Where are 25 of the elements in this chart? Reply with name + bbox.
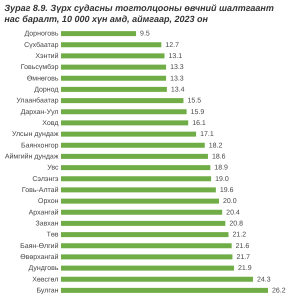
bar [61,53,164,58]
bar [61,176,212,182]
bar [61,109,187,114]
bar [61,31,136,36]
bar [61,198,220,204]
bar [61,266,234,271]
bar [61,232,228,238]
bar [61,42,162,48]
bar [61,98,184,104]
bar [61,288,268,293]
bar [61,76,166,81]
bar [61,64,166,70]
bar [61,142,205,148]
bar [61,210,222,215]
bar [61,154,208,159]
bar [61,254,232,260]
bar [61,132,196,137]
bar [61,86,167,92]
bar [61,276,253,282]
bar [61,243,232,248]
bar [61,187,216,192]
bar [61,165,210,170]
bar [61,120,188,126]
bar [61,220,226,226]
chart-title: Зураг 8.9. Зүрх судасны тогтолцооны өвчний шалтгаант нас баралт, 10 000 хүн амд, аймгаар, 2023 он [4,3,274,24]
